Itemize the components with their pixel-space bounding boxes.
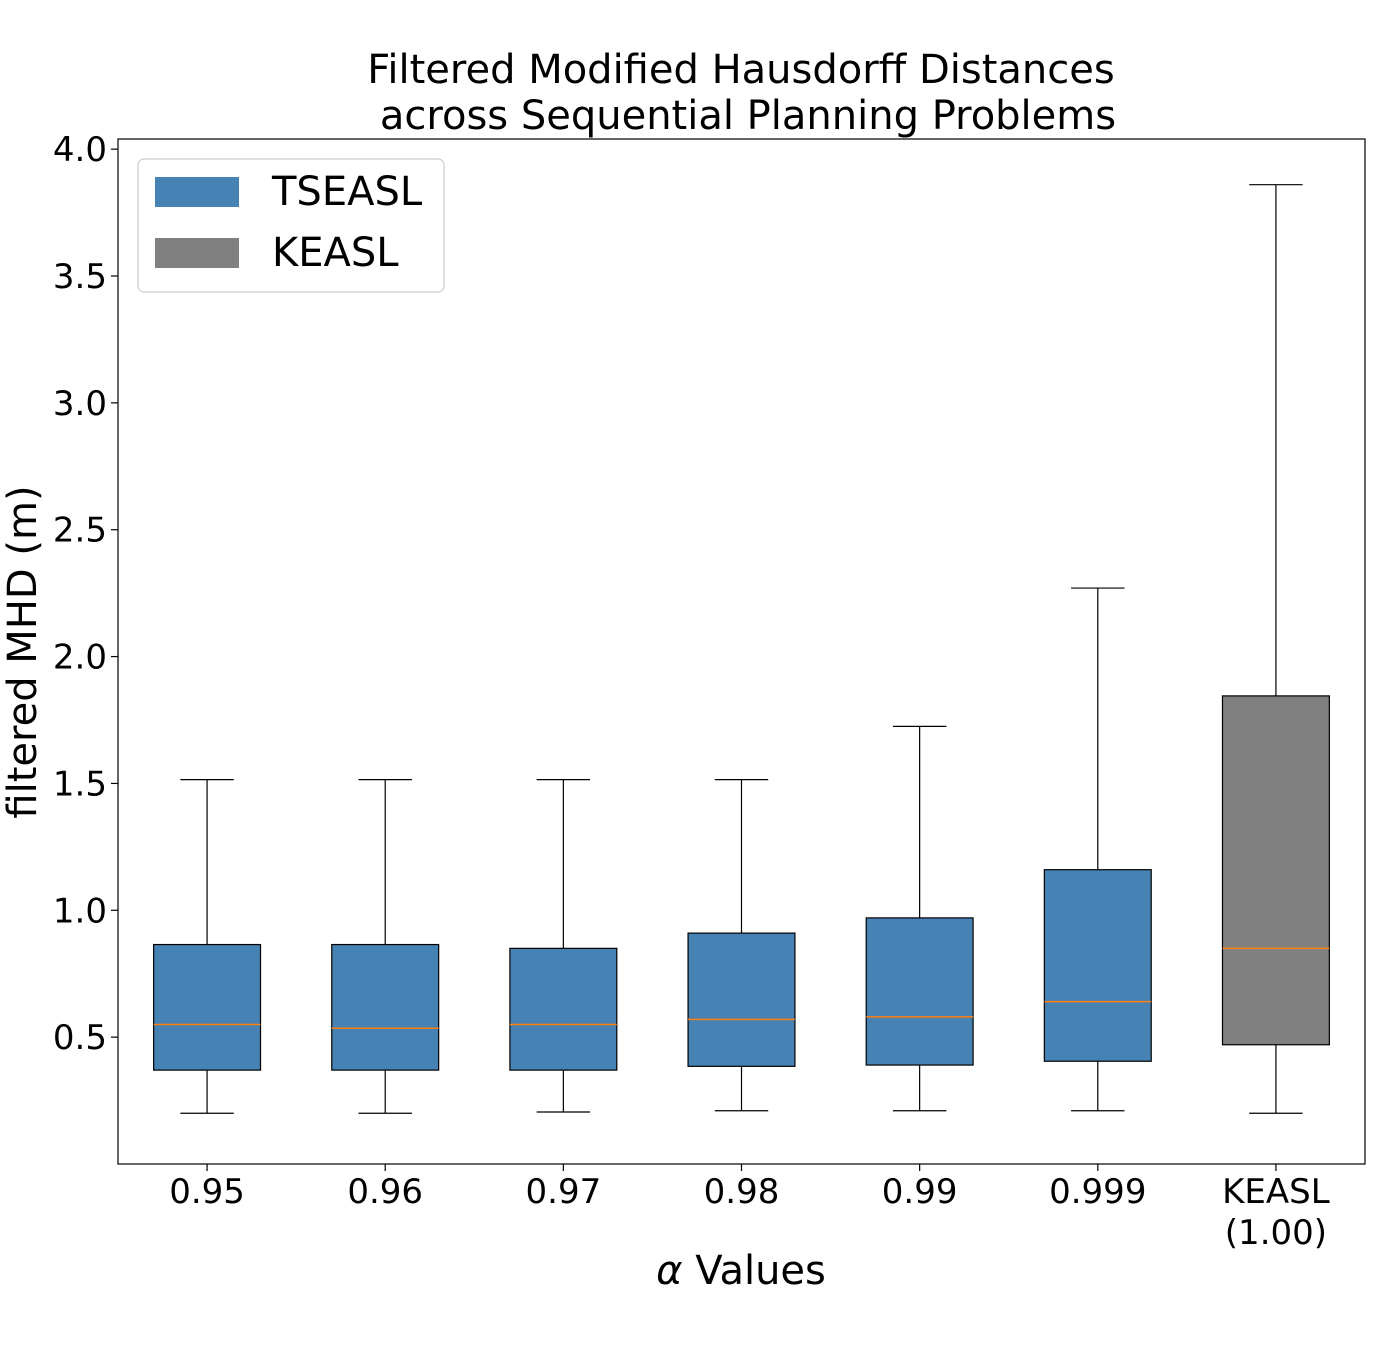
y-tick-label: 0.5: [53, 1018, 107, 1058]
box: [687, 932, 796, 1067]
plot-area: 0.5 1.0 1.5 2.0 2.5 3.0 3.5 4.0 0.95 0.96 0.97 0.98…: [53, 130, 1330, 1253]
legend-label-tseasl: TSEASL: [271, 169, 423, 215]
y-tick-label: 1.5: [53, 764, 107, 804]
legend-label-keasl: KEASL: [272, 230, 399, 276]
box: [1043, 869, 1152, 1062]
x-tick-label: 0.96: [347, 1172, 423, 1212]
y-axis-label: filtered MHD (m): [0, 485, 46, 818]
box: [331, 943, 440, 1071]
y-tick-label: 2.0: [53, 638, 107, 678]
y-tick-label: 4.0: [53, 130, 107, 170]
x-tick-label: 0.99: [882, 1172, 958, 1212]
axes-frame: [117, 138, 1366, 1165]
x-tick-label: 0.98: [704, 1172, 780, 1212]
x-tick-label: (1.00): [1225, 1213, 1327, 1253]
y-tick-label: 1.0: [53, 891, 107, 931]
legend-swatch-tseasl: [155, 177, 239, 207]
chart-title-line-1: Filtered Modified Hausdorff Distances: [367, 47, 1114, 93]
x-tick-label: 0.999: [1049, 1172, 1146, 1212]
legend-swatch-keasl: [155, 238, 239, 268]
box: [153, 943, 262, 1071]
x-axis-label: α Values: [656, 1248, 826, 1294]
x-axis-label-text: Values: [682, 1248, 825, 1294]
box: [1221, 695, 1330, 1046]
x-tick-label: 0.97: [526, 1172, 602, 1212]
y-tick-label: 3.5: [53, 257, 107, 297]
legend: TSEASL KEASL: [137, 158, 445, 293]
box: [509, 947, 618, 1071]
y-tick-label: 3.0: [53, 384, 107, 424]
x-tick-label: 0.95: [169, 1172, 245, 1212]
x-axis-label-symbol: α: [656, 1248, 682, 1294]
box: [865, 917, 974, 1066]
x-tick-label: KEASL: [1222, 1172, 1330, 1212]
chart-title-line-2: across Sequential Planning Problems: [380, 93, 1116, 139]
y-tick-label: 2.5: [53, 511, 107, 551]
